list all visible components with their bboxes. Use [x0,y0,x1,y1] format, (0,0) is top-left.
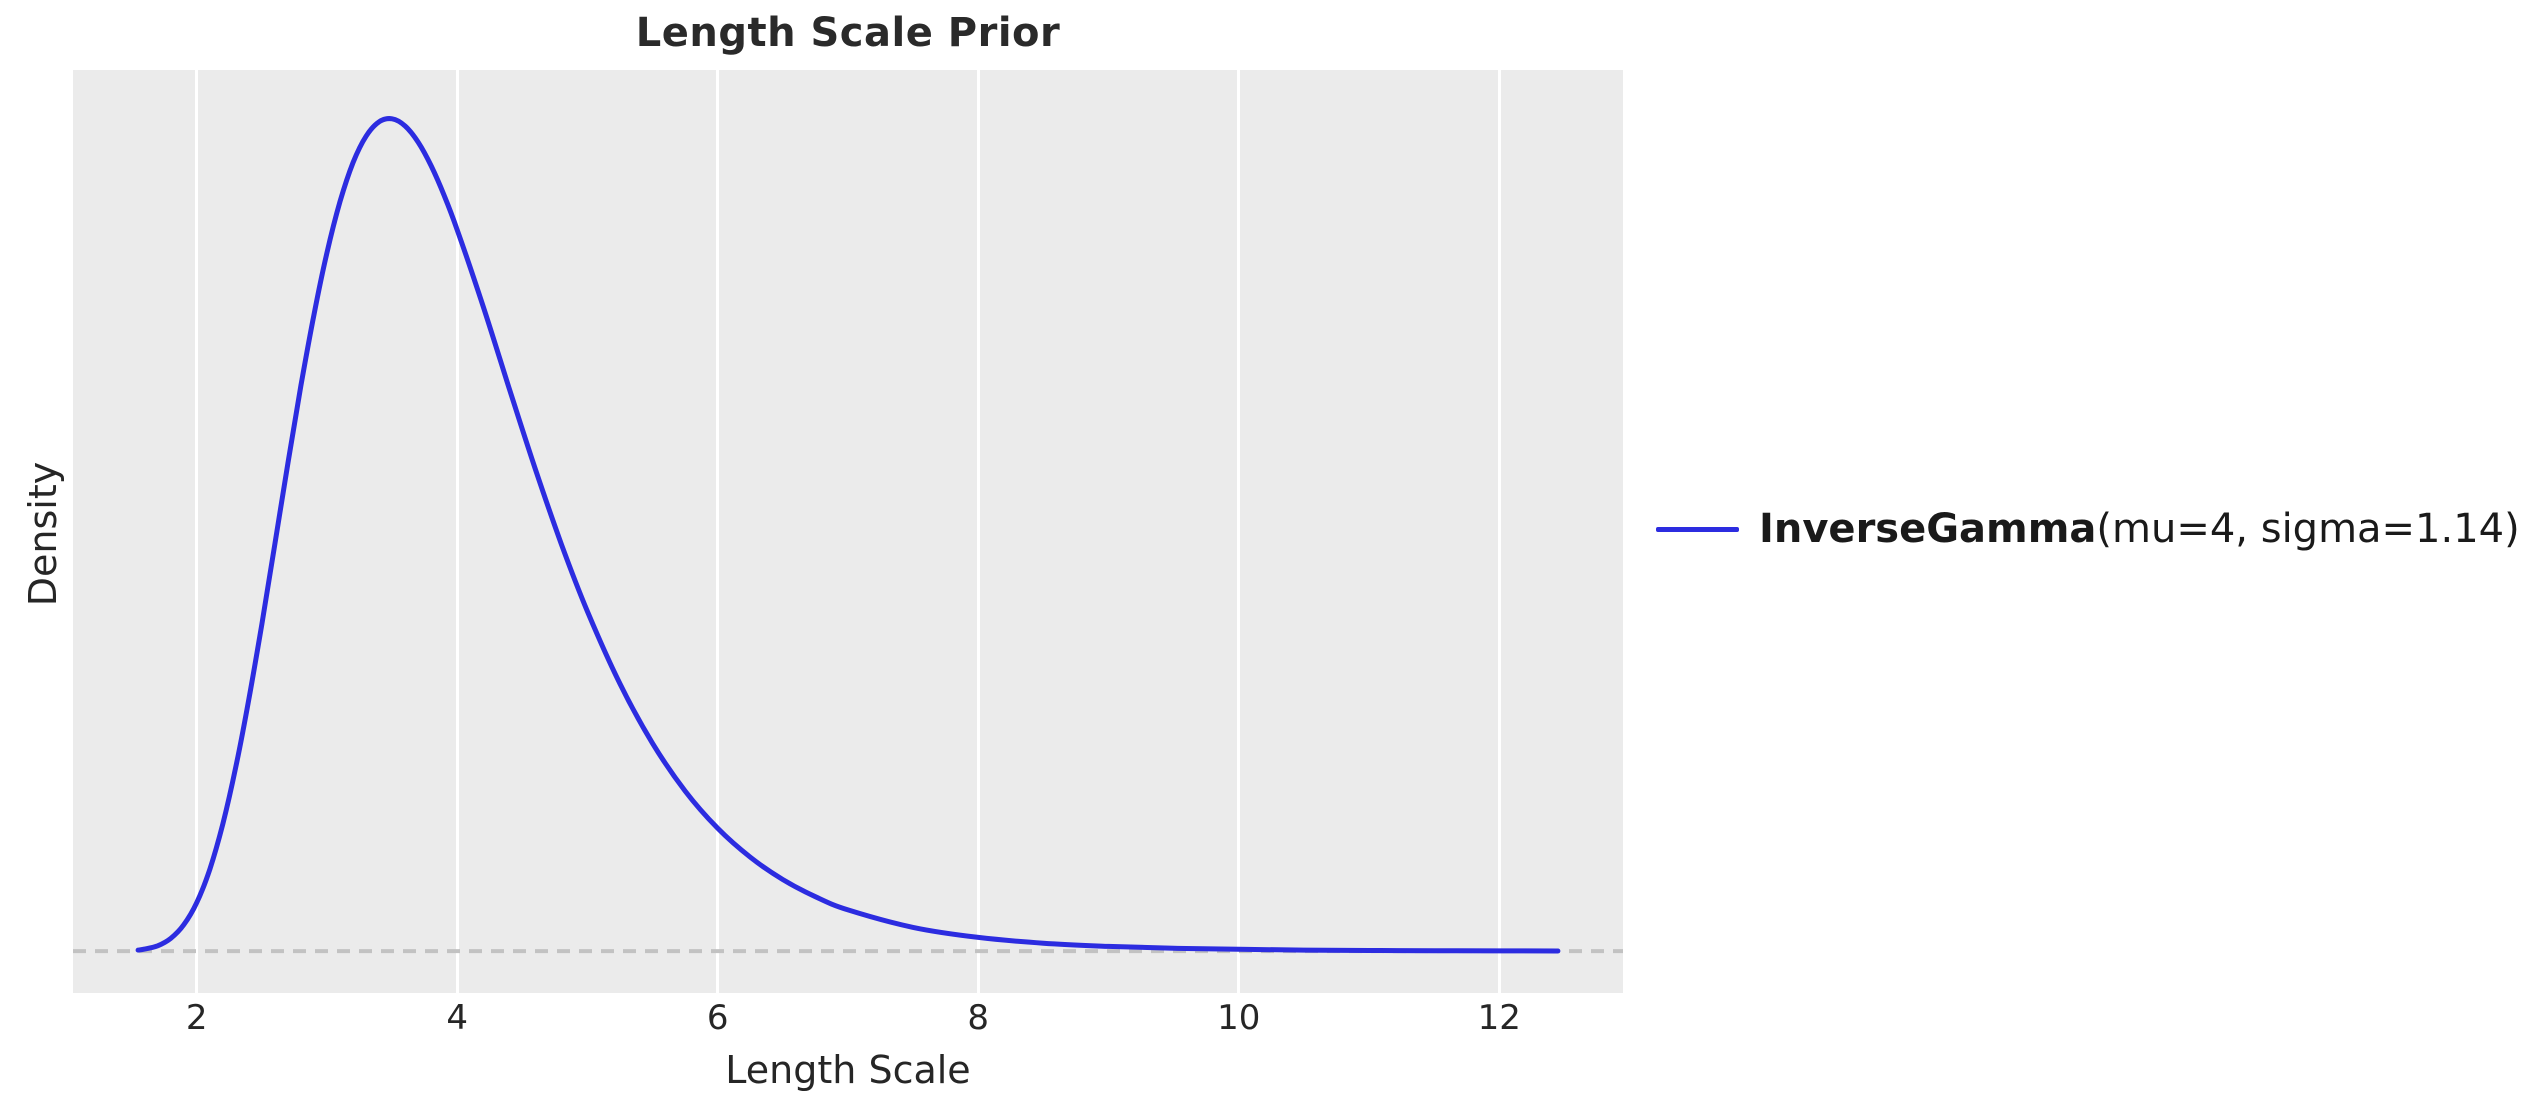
x-tick-label-2: 2 [185,998,208,1038]
x-tick-label-12: 12 [1477,998,1521,1038]
legend-line-sample [1656,526,1739,532]
chart-title: Length Scale Prior [635,10,1061,56]
x-tick-label-4: 4 [446,998,469,1038]
plot-area [73,70,1623,993]
density-plot-svg [73,116,1623,954]
x-tick-label-6: 6 [706,998,729,1038]
gridline-x-6 [716,70,720,993]
legend-label: InverseGamma(mu=4, sigma=1.14) [1759,506,2520,552]
x-tick-label-8: 8 [967,998,990,1038]
gridline-x-4 [455,70,459,993]
x-tick-label-10: 10 [1217,998,1261,1038]
x-axis-tick-row: 2 4 6 8 10 12 [73,998,1623,1044]
x-axis-label: Length Scale [725,1048,971,1092]
legend-series-params: (mu=4, sigma=1.14) [2096,506,2520,552]
gridline-x-2 [195,70,199,993]
inverse-gamma-density-curve [135,116,1561,954]
gridline-x-8 [976,70,980,993]
legend: InverseGamma(mu=4, sigma=1.14) [1656,506,2520,552]
gridline-x-12 [1497,70,1501,993]
gridline-x-10 [1237,70,1241,993]
legend-series-name: InverseGamma [1759,506,2097,552]
y-axis-label: Density [21,461,65,607]
